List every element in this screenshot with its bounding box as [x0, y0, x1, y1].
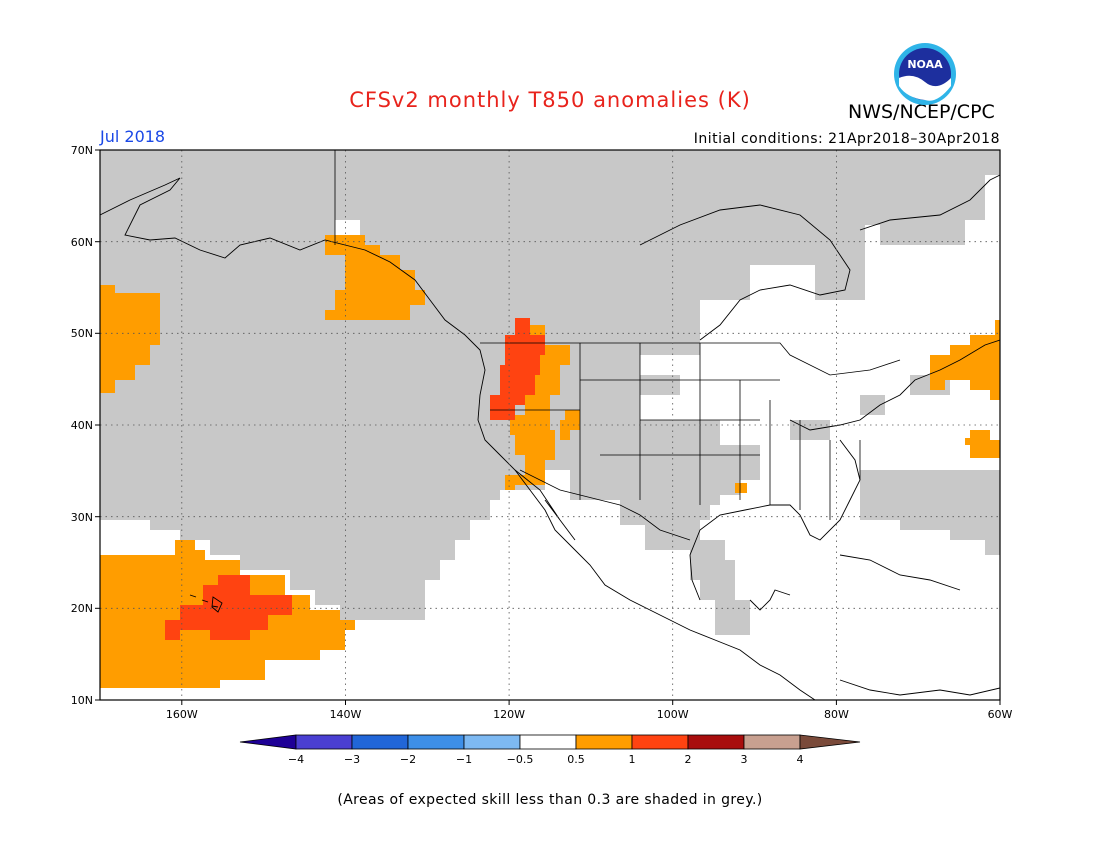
lat-label-40n: 40N — [71, 419, 93, 432]
lat-label-70n: 70N — [71, 144, 93, 157]
colorbar-bin — [743, 734, 801, 750]
colorbar-tick-label: 0.5 — [567, 753, 585, 766]
lon-label-160w: 160W — [166, 708, 198, 721]
graticule — [100, 150, 1000, 700]
lat-label-30n: 30N — [71, 511, 93, 524]
axis-ticks — [95, 149, 1001, 705]
skill-footnote: (Areas of expected skill less than 0.3 a… — [337, 792, 763, 808]
colorbar-bin — [687, 734, 745, 750]
lon-label-140w: 140W — [330, 708, 362, 721]
valid-month-label: Jul 2018 — [100, 127, 166, 146]
colorbar-tick-label: 1 — [629, 753, 636, 766]
colorbar-low-arrow — [239, 734, 297, 750]
lat-label-20n: 20N — [71, 602, 93, 615]
colorbar-tick-label: −1 — [456, 753, 472, 766]
initial-conditions-label: Initial conditions: 21Apr2018–30Apr2018 — [693, 131, 1000, 147]
lon-label-100w: 100W — [657, 708, 689, 721]
colorbar-high-arrow — [799, 734, 861, 750]
svg-text:NOAA: NOAA — [907, 58, 943, 71]
colorbar-tick-label: 4 — [797, 753, 804, 766]
colorbar-tick-label: −0.5 — [507, 753, 534, 766]
hawaii-islands — [189, 594, 223, 613]
lat-label-10n: 10N — [71, 694, 93, 707]
borders — [334, 150, 901, 541]
anomaly-1-2-regions — [165, 318, 545, 640]
colorbar-bin — [407, 734, 465, 750]
colorbar-bin — [295, 734, 353, 750]
colorbar-tick-label: 3 — [741, 753, 748, 766]
lat-label-50n: 50N — [71, 327, 93, 340]
noaa-logo: NOAA — [894, 43, 956, 105]
lon-label-60w: 60W — [988, 708, 1013, 721]
colorbar-tick-label: 2 — [685, 753, 692, 766]
map-title: CFSv2 monthly T850 anomalies (K) — [349, 88, 751, 112]
colorbar-bin — [519, 734, 577, 750]
colorbar-tick-label: −2 — [400, 753, 416, 766]
colorbar-bin — [463, 734, 521, 750]
lon-label-120w: 120W — [493, 708, 525, 721]
colorbar-tick-label: −3 — [344, 753, 360, 766]
colorbar-bin — [351, 734, 409, 750]
agency-label: NWS/NCEP/CPC — [848, 101, 995, 123]
colorbar — [239, 734, 861, 750]
colorbar-bin — [631, 734, 689, 750]
colorbar-tick-label: −4 — [288, 753, 304, 766]
colorbar-bin — [575, 734, 633, 750]
lon-label-80w: 80W — [824, 708, 849, 721]
lat-label-60n: 60N — [71, 236, 93, 249]
coastlines — [100, 174, 1000, 700]
